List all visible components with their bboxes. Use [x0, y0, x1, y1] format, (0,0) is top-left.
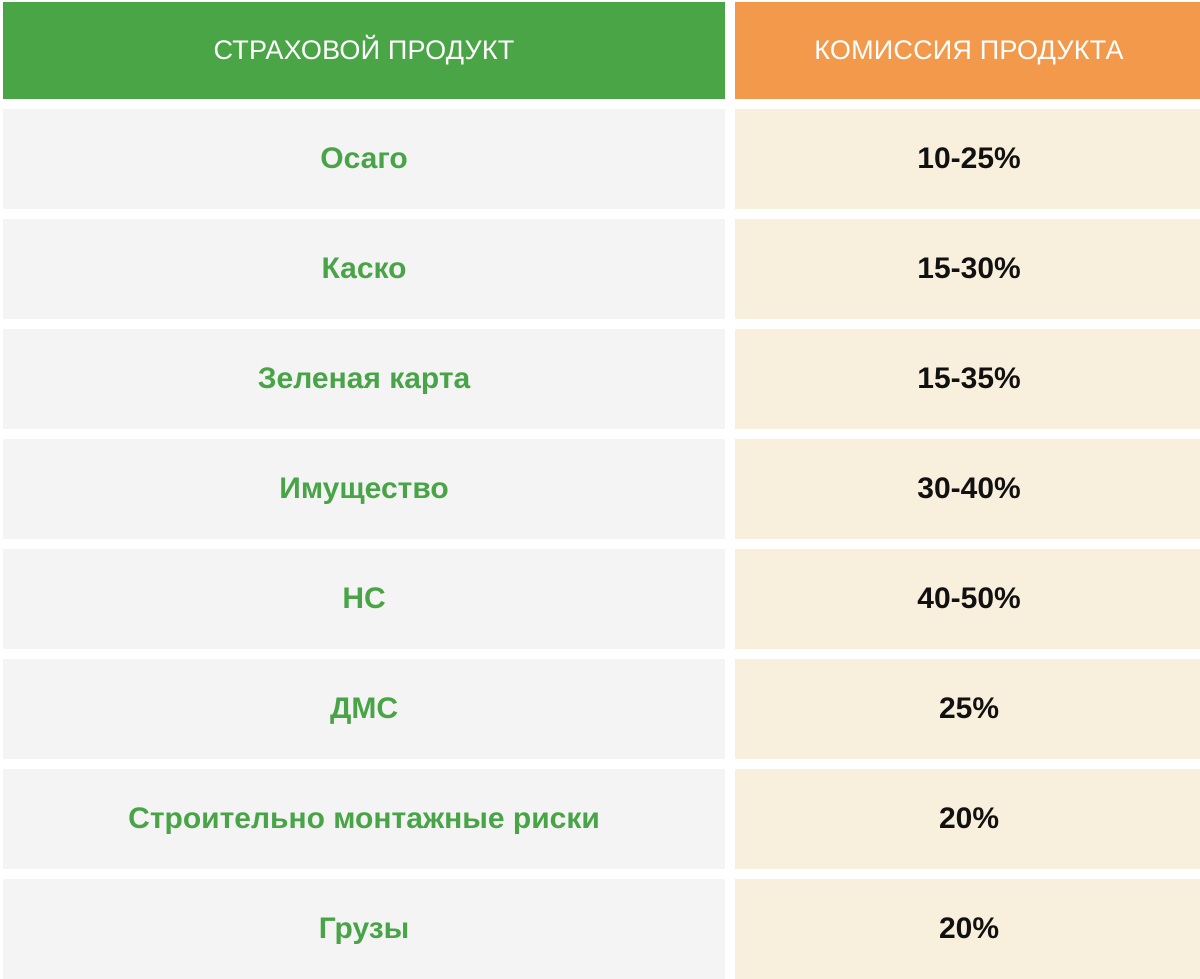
header-commission: КОМИССИЯ ПРОДУКТА	[735, 2, 1200, 99]
product-cell-dms: ДМС	[3, 659, 725, 759]
product-cell-cargo: Грузы	[3, 879, 725, 979]
commission-cell-accident: 40-50%	[735, 549, 1200, 649]
commission-cell-construction-risks: 20%	[735, 769, 1200, 869]
product-cell-property: Имущество	[3, 439, 725, 539]
commission-cell-dms: 25%	[735, 659, 1200, 759]
commission-cell-property: 30-40%	[735, 439, 1200, 539]
product-cell-construction-risks: Строительно монтажные риски	[3, 769, 725, 869]
commission-cell-osago: 10-25%	[735, 109, 1200, 209]
commission-cell-cargo: 20%	[735, 879, 1200, 979]
commission-cell-green-card: 15-35%	[735, 329, 1200, 429]
product-cell-kasko: Каско	[3, 219, 725, 319]
product-cell-osago: Осаго	[3, 109, 725, 209]
header-product: СТРАХОВОЙ ПРОДУКТ	[3, 2, 725, 99]
product-cell-green-card: Зеленая карта	[3, 329, 725, 429]
product-cell-accident: НС	[3, 549, 725, 649]
commission-cell-kasko: 15-30%	[735, 219, 1200, 319]
